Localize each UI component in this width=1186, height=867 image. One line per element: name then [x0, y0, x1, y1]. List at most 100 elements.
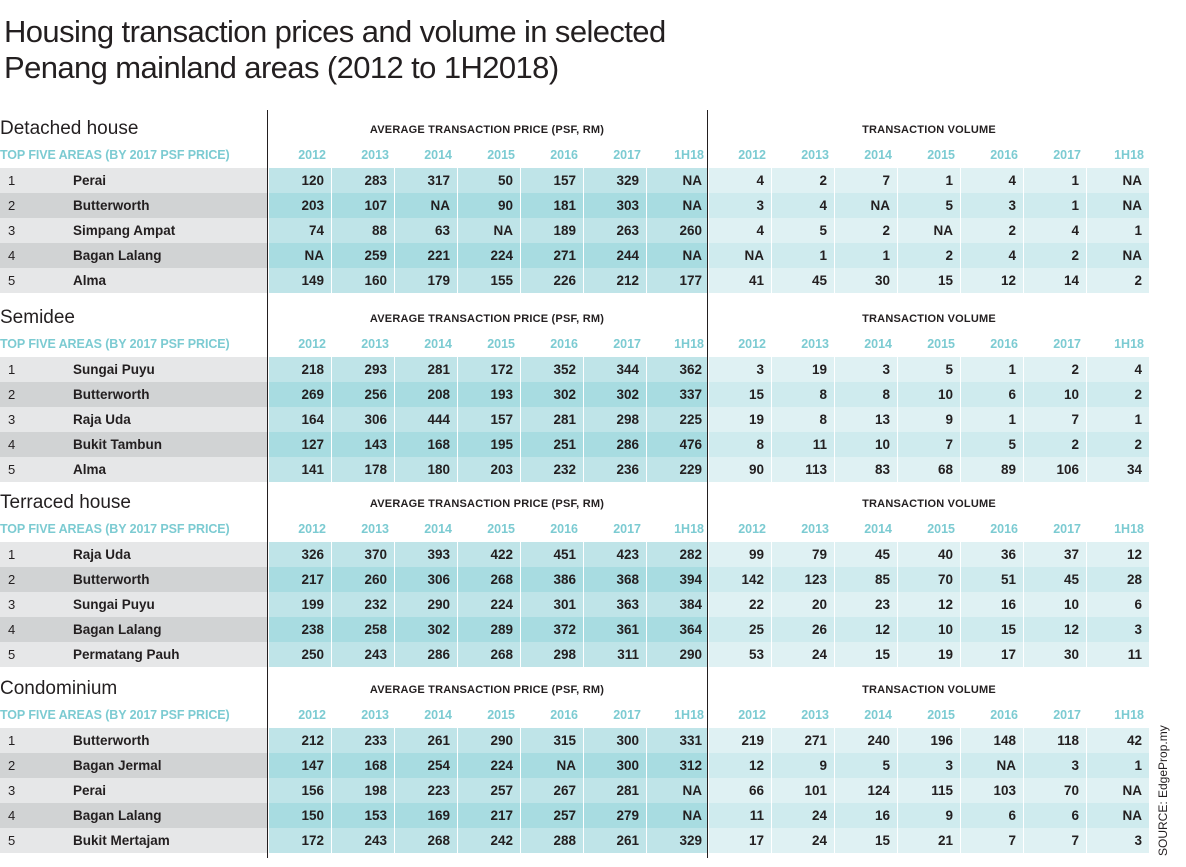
price-cell: 263	[583, 218, 646, 243]
volume-cell: 1	[897, 168, 960, 193]
column-header-row: TOP FIVE AREAS (BY 2017 PSF PRICE) 2012 20…	[0, 146, 1152, 166]
volume-cell: 16	[834, 803, 897, 828]
volume-cell: 1	[1023, 168, 1086, 193]
price-cell: 384	[646, 592, 709, 617]
price-cell: 312	[646, 753, 709, 778]
volume-cell: 14	[1023, 268, 1086, 293]
rank-cell: 1	[0, 542, 68, 567]
volume-cell: 101	[771, 778, 834, 803]
price-year-header: 2017	[613, 337, 641, 351]
price-year-header: 2013	[361, 708, 389, 722]
price-cell: 238	[268, 617, 331, 642]
price-cell: NA	[457, 218, 520, 243]
volume-cell: 1	[1086, 753, 1149, 778]
price-cell: 370	[331, 542, 394, 567]
price-cell: NA	[646, 193, 709, 218]
rank-cell: 1	[0, 168, 68, 193]
volume-cell: 17	[708, 828, 771, 853]
price-cell: 221	[394, 243, 457, 268]
price-cell: 257	[520, 803, 583, 828]
table-row: 3 Sungai Puyu 199 232 290 224 301 363 384 22 20 23 1…	[0, 592, 1152, 617]
table-section: Semidee AVERAGE TRANSACTION PRICE (PSF, R…	[0, 307, 1152, 482]
volume-cell: 66	[708, 778, 771, 803]
volume-year-header: 2014	[864, 337, 892, 351]
volume-cell: 9	[897, 803, 960, 828]
price-cell: 423	[583, 542, 646, 567]
price-cell: 172	[268, 828, 331, 853]
volume-cell: 19	[771, 357, 834, 382]
table-section: Terraced house AVERAGE TRANSACTION PRICE …	[0, 492, 1152, 667]
price-cell: 302	[520, 382, 583, 407]
volume-cell: 7	[960, 828, 1023, 853]
volume-cell: NA	[834, 193, 897, 218]
volume-year-header: 2015	[927, 708, 955, 722]
table-row: 1 Perai 120 283 317 50 157 329 NA 4 2 7 1 4 1 NA	[0, 168, 1152, 193]
table-section: Detached house AVERAGE TRANSACTION PRICE …	[0, 118, 1152, 293]
volume-cell: NA	[897, 218, 960, 243]
volume-divider-line	[707, 110, 708, 858]
volume-year-header: 2013	[801, 708, 829, 722]
table-row: 5 Alma 149 160 179 155 226 212 177 41 45 30 15 12 14 2	[0, 268, 1152, 293]
price-cell: 329	[646, 828, 709, 853]
price-cell: 258	[331, 617, 394, 642]
volume-cell: 7	[834, 168, 897, 193]
price-cell: 243	[331, 642, 394, 667]
volume-cell: 6	[960, 382, 1023, 407]
price-cell: 232	[520, 457, 583, 482]
volume-cell: 90	[708, 457, 771, 482]
table-row: 4 Bagan Lalang 150 153 169 217 257 279 NA 11 24 16 9…	[0, 803, 1152, 828]
volume-cell: 1	[771, 243, 834, 268]
price-cell: 268	[394, 828, 457, 853]
table-row: 3 Raja Uda 164 306 444 157 281 298 225 19 8 13 9 1 7 1	[0, 407, 1152, 432]
price-cell: 394	[646, 567, 709, 592]
volume-cell: 2	[1086, 268, 1149, 293]
price-cell: 172	[457, 357, 520, 382]
price-cell: NA	[646, 803, 709, 828]
area-cell: Bagan Lalang	[68, 243, 267, 268]
price-cell: 306	[331, 407, 394, 432]
volume-cell: 85	[834, 567, 897, 592]
price-cell: 218	[268, 357, 331, 382]
volume-cell: NA	[1086, 778, 1149, 803]
price-year-header: 2016	[550, 148, 578, 162]
volume-cell: 124	[834, 778, 897, 803]
price-cell: 224	[457, 243, 520, 268]
rank-cell: 5	[0, 457, 68, 482]
price-cell: 326	[268, 542, 331, 567]
volume-cell: 148	[960, 728, 1023, 753]
rank-cell: 3	[0, 218, 68, 243]
volume-cell: 2	[1023, 432, 1086, 457]
price-cell: 195	[457, 432, 520, 457]
area-cell: Alma	[68, 457, 267, 482]
area-cell: Bukit Mertajam	[68, 828, 267, 853]
volume-cell: 118	[1023, 728, 1086, 753]
price-cell: 236	[583, 457, 646, 482]
area-cell: Raja Uda	[68, 542, 267, 567]
volume-cell: 20	[771, 592, 834, 617]
volume-cell: 11	[1086, 642, 1149, 667]
volume-cell: 2	[1086, 432, 1149, 457]
price-cell: 150	[268, 803, 331, 828]
volume-cell: 5	[897, 357, 960, 382]
volume-cell: 196	[897, 728, 960, 753]
price-cell: 168	[331, 753, 394, 778]
volume-year-header: 2012	[738, 708, 766, 722]
price-cell: 271	[520, 243, 583, 268]
price-cell: NA	[646, 168, 709, 193]
price-cell: 364	[646, 617, 709, 642]
price-cell: 149	[268, 268, 331, 293]
price-cell: 259	[331, 243, 394, 268]
volume-cell: 83	[834, 457, 897, 482]
volume-year-header: 1H18	[1114, 337, 1144, 351]
price-cell: 217	[457, 803, 520, 828]
volume-cell: 6	[960, 803, 1023, 828]
volume-cell: 42	[1086, 728, 1149, 753]
volume-cell: 8	[834, 382, 897, 407]
price-cell: 178	[331, 457, 394, 482]
volume-year-header: 1H18	[1114, 148, 1144, 162]
volume-cell: 1	[1086, 407, 1149, 432]
volume-cell: 24	[771, 803, 834, 828]
volume-cell: 15	[708, 382, 771, 407]
price-cell: 120	[268, 168, 331, 193]
price-cell: NA	[646, 778, 709, 803]
